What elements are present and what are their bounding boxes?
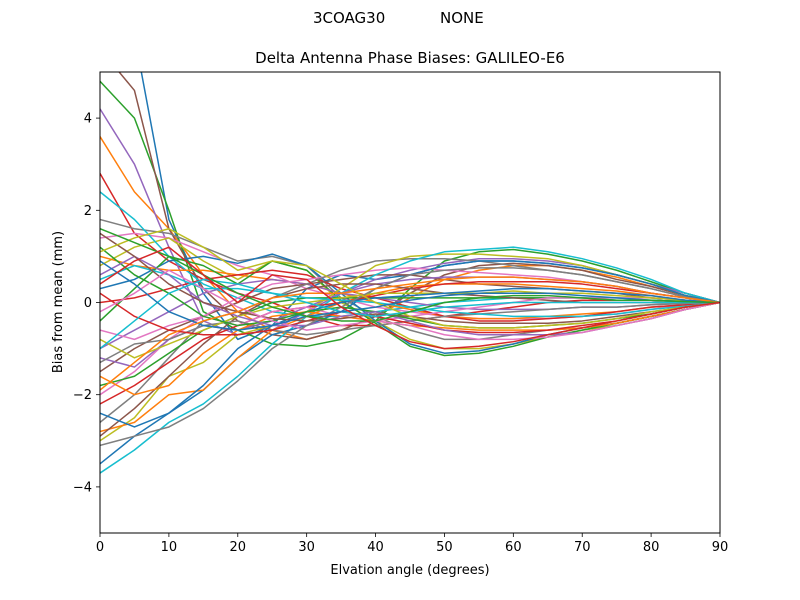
x-tick-label: 90 [712, 540, 729, 555]
y-tick-label: 2 [84, 204, 92, 219]
series-line-s41 [100, 260, 720, 331]
series-layer [100, 72, 720, 474]
series-line-s38 [100, 267, 720, 447]
x-axis: 0 10 20 30 40 50 60 70 80 90 [96, 533, 728, 555]
series-line-s39 [100, 227, 720, 329]
y-tick-label: 0 [84, 296, 92, 311]
x-axis-label: Elvation angle (degrees) [330, 563, 489, 578]
suptitle-left: 3COAG30 [313, 9, 385, 27]
series-line-s29 [100, 290, 720, 359]
x-tick-label: 80 [643, 540, 660, 555]
chart-title: Delta Antenna Phase Biases: GALILEO-E6 [255, 49, 565, 67]
x-tick-label: 20 [230, 540, 247, 555]
x-tick-label: 30 [298, 540, 315, 555]
y-tick-label: −4 [73, 480, 92, 495]
y-axis: −4 −2 0 2 4 [73, 112, 100, 495]
y-tick-label: 4 [84, 112, 92, 127]
x-tick-label: 40 [367, 540, 384, 555]
series-line-s20 [100, 246, 720, 474]
series-line-s44 [100, 246, 720, 350]
suptitle-right: NONE [440, 9, 484, 27]
series-line-s31 [100, 287, 720, 428]
x-tick-label: 60 [505, 540, 522, 555]
x-tick-label: 0 [96, 540, 104, 555]
x-tick-label: 50 [436, 540, 453, 555]
y-tick-label: −2 [73, 388, 92, 403]
x-tick-label: 70 [574, 540, 591, 555]
series-line-s22 [100, 283, 720, 433]
x-tick-label: 10 [161, 540, 178, 555]
series-line-s42 [100, 276, 720, 391]
series-line-s37 [100, 269, 720, 341]
y-axis-label: Bias from mean (mm) [51, 231, 66, 373]
